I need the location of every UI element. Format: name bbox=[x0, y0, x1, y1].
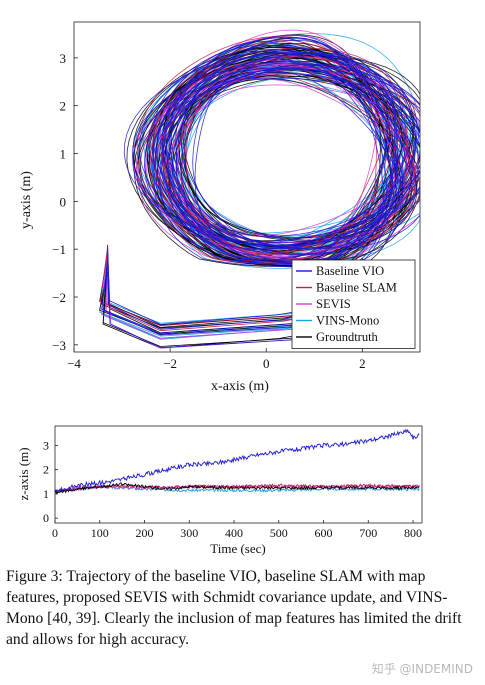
trajectory-loop bbox=[168, 34, 393, 258]
x-tick-label: 0 bbox=[263, 356, 270, 371]
z-trace-groundtruth bbox=[54, 482, 420, 495]
legend-label: SEVIS bbox=[316, 297, 351, 311]
trajectory-loop bbox=[165, 39, 398, 247]
z-y-ticks: 0 1 2 3 bbox=[43, 438, 58, 525]
trajectory-loop bbox=[136, 75, 420, 262]
xy-legend: Baseline VIO Baseline SLAM SEVIS VINS-Mono G… bbox=[291, 259, 416, 349]
y-tick-label: −2 bbox=[52, 290, 66, 305]
xy-x-ticks: −4 −2 0 2 bbox=[67, 348, 366, 371]
trajectory-loop bbox=[166, 68, 388, 249]
trajectory-loop bbox=[152, 48, 420, 263]
z-trace-baseline-vio bbox=[54, 428, 420, 494]
legend-label: Groundtruth bbox=[316, 330, 379, 344]
legend-label: VINS-Mono bbox=[316, 314, 379, 328]
z-tick-label: 2 bbox=[43, 463, 49, 477]
time-tick-label: 600 bbox=[315, 526, 333, 540]
legend-label: Baseline VIO bbox=[316, 264, 384, 278]
trajectory-loop bbox=[161, 60, 413, 237]
time-tick-label: 400 bbox=[225, 526, 243, 540]
trajectory-loop bbox=[123, 56, 420, 245]
y-tick-label: −1 bbox=[52, 242, 66, 257]
legend-label: Baseline SLAM bbox=[316, 281, 397, 295]
trajectory-loop bbox=[139, 44, 420, 251]
z-x-axis-label: Time (sec) bbox=[210, 541, 266, 556]
trajectory-loop bbox=[136, 78, 412, 250]
trajectory-loop bbox=[162, 62, 400, 248]
xy-y-ticks: −3 −2 −1 0 1 2 3 bbox=[52, 51, 78, 353]
y-tick-label: 2 bbox=[60, 99, 67, 114]
z-x-ticks: 0 100 200 300 400 500 600 700 800 bbox=[52, 520, 422, 540]
z-tick-label: 0 bbox=[43, 511, 49, 525]
z-time-traces bbox=[54, 428, 420, 495]
trajectory-loop bbox=[162, 68, 420, 256]
z-tick-label: 3 bbox=[43, 438, 49, 452]
time-tick-label: 500 bbox=[270, 526, 288, 540]
x-tick-label: 2 bbox=[359, 356, 366, 371]
trajectory-loop bbox=[172, 77, 405, 248]
time-tick-label: 700 bbox=[359, 526, 377, 540]
z-axis-time-plot: 0 100 200 300 400 500 600 700 800 0 1 2 3 Time (sec… bbox=[16, 425, 423, 556]
time-tick-label: 100 bbox=[91, 526, 109, 540]
trajectory-loop bbox=[132, 77, 420, 247]
time-tick-label: 300 bbox=[180, 526, 198, 540]
watermark: 知乎 @INDEMIND bbox=[371, 662, 473, 676]
y-tick-label: 3 bbox=[60, 51, 67, 66]
xy-plot-frame bbox=[73, 21, 421, 353]
z-y-axis-label: z-axis (m) bbox=[16, 447, 31, 500]
z-plot-frame bbox=[54, 425, 423, 524]
legend-box bbox=[291, 259, 416, 349]
y-tick-label: 1 bbox=[60, 147, 67, 162]
time-tick-label: 0 bbox=[52, 526, 58, 540]
z-trace-vins-mono bbox=[54, 484, 420, 493]
xy-x-axis-label: x-axis (m) bbox=[211, 379, 269, 394]
z-tick-label: 1 bbox=[43, 487, 49, 501]
time-tick-label: 800 bbox=[404, 526, 422, 540]
trajectory-loop bbox=[185, 68, 377, 249]
time-tick-label: 200 bbox=[136, 526, 154, 540]
y-tick-label: 0 bbox=[60, 194, 67, 209]
x-tick-label: −4 bbox=[67, 356, 81, 371]
trajectory-loop bbox=[154, 71, 398, 250]
xy-y-axis-label: y-axis (m) bbox=[19, 171, 34, 229]
x-tick-label: −2 bbox=[163, 356, 177, 371]
y-tick-label: −3 bbox=[52, 338, 66, 353]
trajectory-loop bbox=[156, 53, 420, 255]
figure-caption: Figure 3: Trajectory of the baseline VIO… bbox=[6, 568, 462, 648]
trajectory-loop bbox=[149, 54, 420, 264]
